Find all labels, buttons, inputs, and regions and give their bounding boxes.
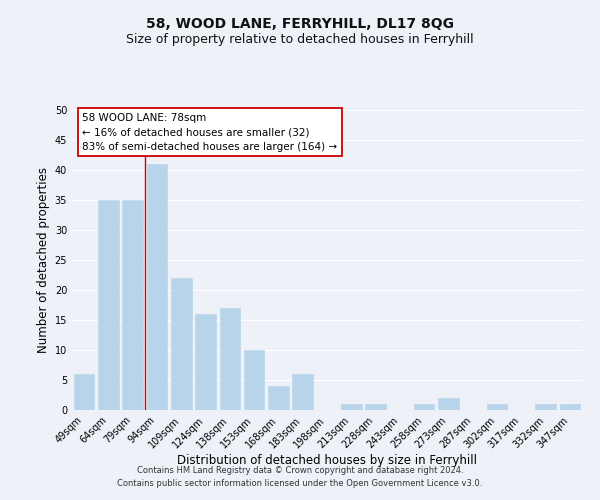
Bar [292,374,313,410]
Bar [98,200,119,410]
Text: Size of property relative to detached houses in Ferryhill: Size of property relative to detached ho… [126,32,474,46]
Y-axis label: Number of detached properties: Number of detached properties [37,167,50,353]
Bar [146,164,167,410]
Bar [122,200,143,410]
Text: Contains HM Land Registry data © Crown copyright and database right 2024.
Contai: Contains HM Land Registry data © Crown c… [118,466,482,487]
Bar [535,404,556,410]
Bar [365,404,386,410]
Bar [560,404,580,410]
Bar [268,386,289,410]
Bar [414,404,434,410]
Bar [171,278,191,410]
Bar [487,404,508,410]
Bar [244,350,265,410]
Bar [74,374,94,410]
Bar [438,398,459,410]
Text: 58, WOOD LANE, FERRYHILL, DL17 8QG: 58, WOOD LANE, FERRYHILL, DL17 8QG [146,18,454,32]
Bar [341,404,362,410]
Bar [220,308,240,410]
Text: 58 WOOD LANE: 78sqm
← 16% of detached houses are smaller (32)
83% of semi-detach: 58 WOOD LANE: 78sqm ← 16% of detached ho… [82,113,337,152]
Bar [195,314,216,410]
X-axis label: Distribution of detached houses by size in Ferryhill: Distribution of detached houses by size … [177,454,477,467]
